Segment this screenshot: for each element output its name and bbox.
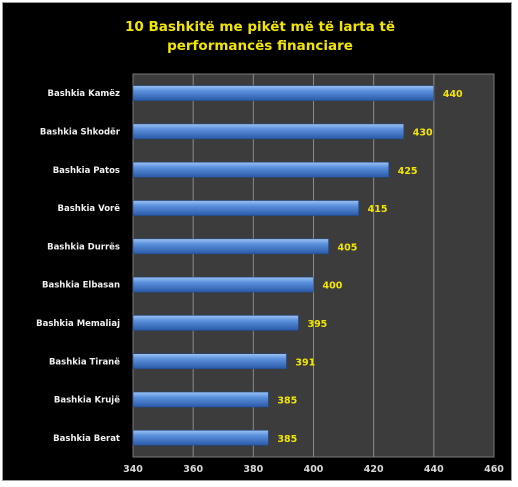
x-tick-label: 400 [304,464,324,475]
x-axis-tick-labels: 340 360 380 400 420 440 460 [123,464,504,475]
category-label: Bashkia Elbasan [42,281,120,291]
x-tick-label: 420 [364,464,384,475]
bar [132,430,269,446]
value-label: 430 [413,127,433,138]
category-label: Bashkia Krujë [54,396,120,406]
value-label: 440 [443,89,463,100]
value-label: 400 [323,281,343,292]
bar [132,200,359,216]
bar [132,162,389,178]
x-tick-label: 460 [484,464,504,475]
bar [132,238,329,255]
category-label: Bashkia Kamëz [48,89,121,99]
category-label: Bashkia Vorë [58,204,121,214]
value-label: 385 [277,434,297,445]
bar [132,276,314,293]
value-label: 391 [295,357,315,368]
value-label: 385 [277,396,297,407]
category-label: Bashkia Durrës [47,242,120,252]
chart-title-line-2: performancës financiare [167,38,353,54]
category-label: Bashkia Tiranë [49,357,120,367]
x-tick-label: 340 [123,464,143,475]
bar [132,391,269,408]
category-labels: Bashkia Kamëz Bashkia Shkodër Bashkia Pato… [36,89,121,444]
category-label: Bashkia Memaliaj [36,319,120,329]
value-label: 405 [338,242,358,253]
value-label: 395 [307,319,327,330]
bar [132,123,404,140]
bar [132,85,435,101]
value-label: 415 [368,204,388,215]
value-label: 425 [398,166,418,177]
bar [132,353,287,369]
value-labels: 440 430 425 415 405 400 395 391 385 385 [277,89,463,445]
x-tick-label: 440 [424,464,444,475]
category-label: Bashkia Patos [53,166,120,176]
x-tick-label: 360 [183,464,203,475]
category-label: Bashkia Berat [53,434,120,444]
chart-title: 10 Bashkitë me pikët më të larta të perf… [40,18,480,56]
x-tick-label: 380 [243,464,263,475]
category-label: Bashkia Shkodër [40,127,121,137]
chart-title-line-1: 10 Bashkitë me pikët më të larta të [124,19,396,35]
bars [132,85,435,446]
bar [132,315,299,331]
